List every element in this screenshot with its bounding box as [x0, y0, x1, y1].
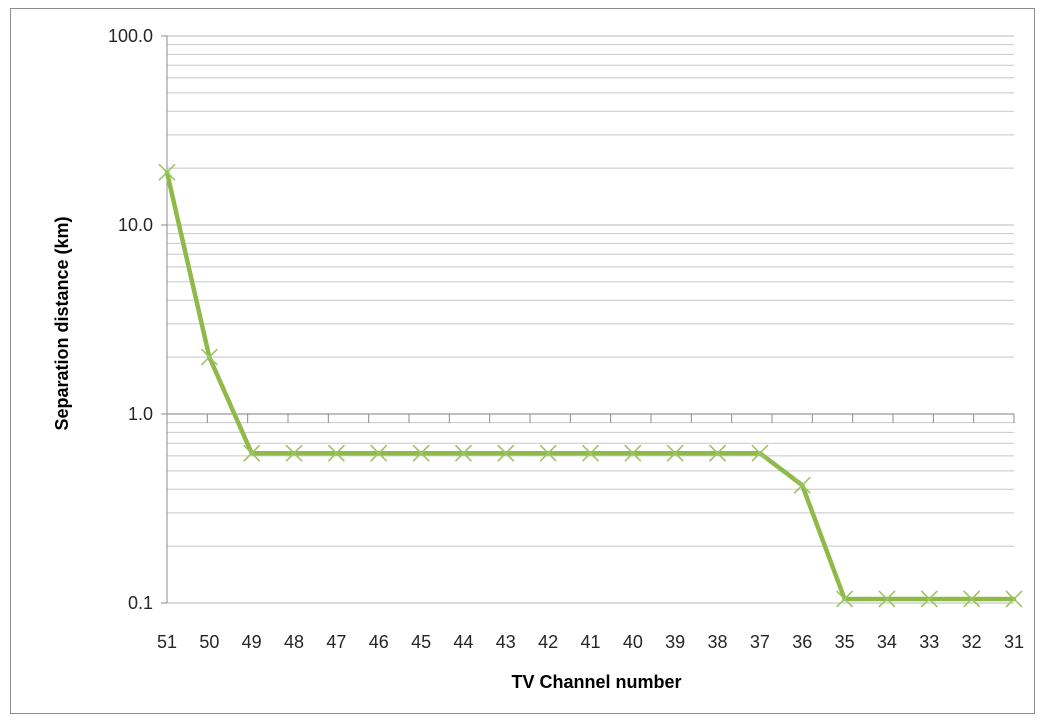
y-tick-label: 10.0 — [118, 215, 153, 235]
data-point-marker — [793, 476, 811, 494]
x-tick-label: 48 — [284, 632, 304, 652]
x-tick-label: 44 — [453, 632, 473, 652]
x-tick-label: 43 — [496, 632, 516, 652]
x-tick-label: 32 — [962, 632, 982, 652]
marker-stroke — [539, 444, 557, 462]
y-axis-title: Separation distance (km) — [52, 216, 72, 430]
data-point-marker — [920, 590, 938, 608]
x-tick-label: 50 — [199, 632, 219, 652]
marker-stroke — [878, 590, 896, 608]
data-point-marker — [412, 444, 430, 462]
y-tick-label: 100.0 — [108, 26, 153, 46]
marker-stroke — [836, 590, 854, 608]
x-tick-label: 33 — [919, 632, 939, 652]
marker-stroke — [920, 590, 938, 608]
x-tick-label: 35 — [835, 632, 855, 652]
data-point-marker — [327, 444, 345, 462]
x-tick-label: 37 — [750, 632, 770, 652]
data-point-marker — [200, 348, 218, 366]
marker-stroke — [327, 444, 345, 462]
x-tick-label: 40 — [623, 632, 643, 652]
marker-stroke — [793, 476, 811, 494]
x-tick-label: 47 — [326, 632, 346, 652]
marker-stroke — [454, 444, 473, 462]
x-tick-label: 46 — [369, 632, 389, 652]
marker-stroke — [708, 444, 727, 462]
gridlines — [167, 35, 1014, 604]
data-point-marker — [624, 444, 642, 462]
data-point-marker — [878, 590, 896, 608]
x-tick-label: 34 — [877, 632, 897, 652]
data-point-marker — [370, 444, 388, 462]
marker-stroke — [751, 444, 769, 462]
x-tick-labels: 51 50 49 48 47 46 45 44 43 42 41 40 39 38 37 36 35 34 33 32… — [157, 632, 1024, 652]
marker-stroke — [370, 444, 388, 462]
marker-stroke — [497, 444, 515, 462]
marker-stroke — [624, 444, 642, 462]
x-tick-label: 36 — [792, 632, 812, 652]
data-point-marker — [454, 444, 473, 462]
x-tick-label: 31 — [1004, 632, 1024, 652]
x-tick-label: 45 — [411, 632, 431, 652]
data-point-marker — [666, 444, 684, 462]
data-point-marker — [708, 444, 727, 462]
data-point-marker — [1005, 590, 1023, 608]
data-point-marker — [581, 444, 600, 462]
data-point-marker — [243, 444, 261, 462]
x-tick-label: 42 — [538, 632, 558, 652]
y-tick-label: 0.1 — [128, 593, 153, 613]
marker-stroke — [158, 163, 176, 181]
data-point-marker — [497, 444, 515, 462]
marker-stroke — [1005, 590, 1023, 608]
x-tick-label: 39 — [665, 632, 685, 652]
x-tick-label: 51 — [157, 632, 177, 652]
data-point-marker — [963, 590, 981, 608]
series-line — [164, 170, 1017, 602]
y-tick-labels: 100.0 10.0 1.0 0.1 — [108, 26, 153, 613]
x-tick-label: 49 — [242, 632, 262, 652]
marker-stroke — [243, 444, 261, 462]
data-point-marker — [836, 590, 854, 608]
marker-stroke — [581, 444, 600, 462]
data-point-marker — [539, 444, 557, 462]
marker-stroke — [200, 348, 218, 366]
x-tick-label: 38 — [708, 632, 728, 652]
marker-stroke — [666, 444, 684, 462]
series — [158, 163, 1023, 608]
x-tick-label: 41 — [580, 632, 600, 652]
marker-stroke — [285, 444, 303, 462]
data-point-marker — [285, 444, 303, 462]
x-axis-title: TV Channel number — [511, 672, 681, 692]
chart-frame — [10, 8, 1035, 714]
marker-stroke — [412, 444, 430, 462]
data-point-marker — [751, 444, 769, 462]
data-point-marker — [158, 163, 176, 181]
y-tick-label: 1.0 — [128, 404, 153, 424]
axes — [161, 35, 1015, 604]
marker-stroke — [963, 590, 981, 608]
